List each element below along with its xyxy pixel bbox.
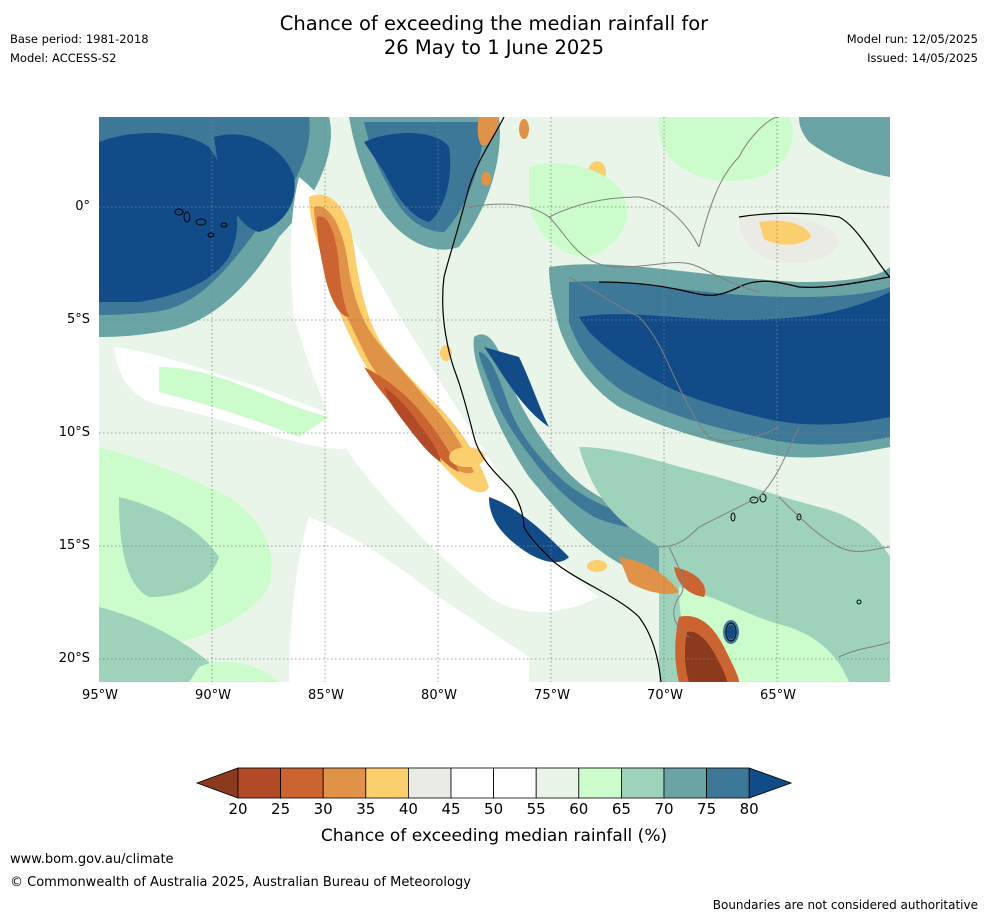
meta-left: Base period: 1981-2018 Model: ACCESS-S2 bbox=[10, 30, 149, 68]
colorbar-tick-label: 40 bbox=[398, 800, 418, 818]
lon-label-75w: 75°W bbox=[534, 688, 570, 703]
rainfall-map bbox=[99, 117, 890, 682]
colorbar-segment bbox=[450, 767, 494, 799]
colorbar-tick-label: 55 bbox=[526, 800, 546, 818]
copyright-text: © Commonwealth of Australia 2025, Austra… bbox=[10, 875, 471, 890]
colorbar-tick-label: 75 bbox=[697, 800, 717, 818]
website-link[interactable]: www.bom.gov.au/climate bbox=[10, 852, 174, 867]
colorbar-arrow-low bbox=[195, 767, 239, 799]
colorbar-tick-label: 20 bbox=[228, 800, 248, 818]
lon-label-65w: 65°W bbox=[760, 688, 796, 703]
lon-label-85w: 85°W bbox=[308, 688, 344, 703]
colorbar-arrow-high bbox=[748, 767, 793, 799]
colorbar-segment bbox=[365, 767, 409, 799]
lon-label-80w: 80°W bbox=[421, 688, 457, 703]
colorbar-segment bbox=[493, 767, 537, 799]
colorbar-tick-label: 25 bbox=[271, 800, 291, 818]
title-line-2: 26 May to 1 June 2025 bbox=[383, 36, 605, 59]
colorbar-tick-label: 60 bbox=[569, 800, 589, 818]
colorbar-segment bbox=[407, 767, 452, 799]
lat-label-5s: 5°S bbox=[66, 312, 90, 327]
disclaimer-text: Boundaries are not considered authoritat… bbox=[712, 898, 978, 912]
colorbar-segment bbox=[535, 767, 580, 799]
colorbar-segment bbox=[280, 767, 324, 799]
colorbar-title: Chance of exceeding median rainfall (%) bbox=[320, 826, 668, 846]
model-name: Model: ACCESS-S2 bbox=[10, 51, 117, 65]
colorbar-tick-label: 35 bbox=[356, 800, 376, 818]
colorbar-tick-label: 30 bbox=[313, 800, 333, 818]
colorbar-tick-label: 50 bbox=[484, 800, 504, 818]
colorbar-tick-label: 45 bbox=[441, 800, 461, 818]
colorbar-segment bbox=[663, 767, 707, 799]
colorbar-tick-label: 65 bbox=[611, 800, 631, 818]
lon-label-95w: 95°W bbox=[82, 688, 118, 703]
lon-label-90w: 90°W bbox=[195, 688, 231, 703]
lat-label-20s: 20°S bbox=[58, 651, 90, 666]
coastline bbox=[442, 117, 662, 682]
map-title: Chance of exceeding the median rainfall … bbox=[0, 12, 988, 60]
colorbar-tick-label: 80 bbox=[739, 800, 759, 818]
title-line-1: Chance of exceeding the median rainfall … bbox=[279, 12, 709, 35]
colorbar-segment bbox=[706, 767, 750, 799]
model-run: Model run: 12/05/2025 bbox=[846, 32, 978, 46]
colorbar bbox=[195, 767, 793, 799]
colorbar-segment bbox=[237, 767, 281, 799]
colorbar-tick-label: 70 bbox=[654, 800, 674, 818]
meta-right: Model run: 12/05/2025 Issued: 14/05/2025 bbox=[847, 30, 978, 68]
issued-date: Issued: 14/05/2025 bbox=[867, 51, 978, 65]
lat-label-0: 0° bbox=[75, 199, 90, 214]
colorbar-segment bbox=[578, 767, 622, 799]
lon-label-70w: 70°W bbox=[647, 688, 683, 703]
base-period: Base period: 1981-2018 bbox=[10, 32, 149, 46]
lat-label-10s: 10°S bbox=[58, 425, 90, 440]
colorbar-segment bbox=[620, 767, 665, 799]
lat-label-15s: 15°S bbox=[58, 538, 90, 553]
colorbar-segment bbox=[322, 767, 367, 799]
